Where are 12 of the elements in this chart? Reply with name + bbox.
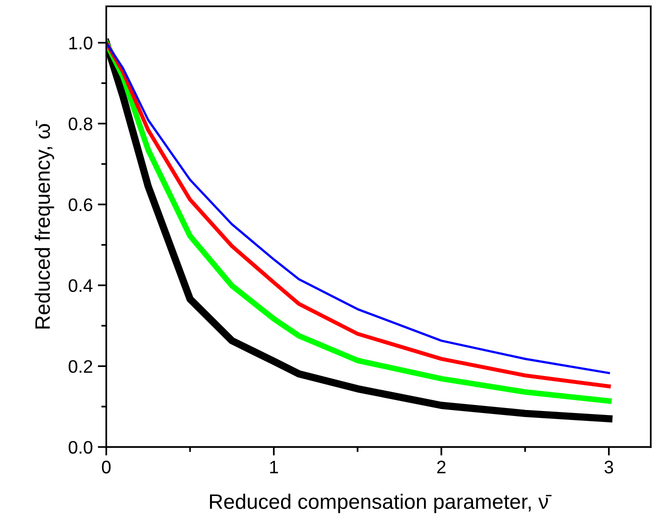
x-tick-label: 1 bbox=[270, 460, 278, 474]
y-tick-label: 0.4 bbox=[68, 279, 93, 292]
x-tick-label: 3 bbox=[604, 460, 614, 474]
y-tick-label: 0.2 bbox=[68, 360, 92, 373]
y-tick-label: 0.8 bbox=[68, 118, 92, 130]
y-axis-title: Reduced frequency, ω̄ bbox=[34, 120, 54, 328]
x-tick-label: 0 bbox=[102, 460, 111, 474]
y-tick-label: 1.0 bbox=[69, 36, 92, 50]
y-tick-label: 0.0 bbox=[68, 440, 92, 454]
x-tick-label: 2 bbox=[437, 460, 446, 474]
y-tick-label: 0.6 bbox=[68, 198, 92, 212]
x-axis-title: Reduced compensation parameter, ν̄ bbox=[210, 494, 552, 514]
